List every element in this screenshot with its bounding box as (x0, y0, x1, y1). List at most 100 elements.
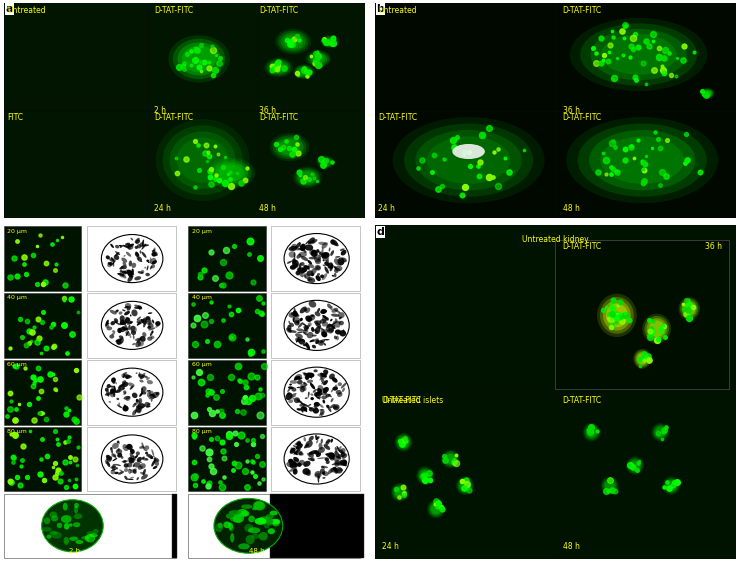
Ellipse shape (107, 323, 110, 324)
Ellipse shape (287, 261, 292, 264)
Ellipse shape (317, 308, 320, 312)
Ellipse shape (320, 376, 323, 380)
Ellipse shape (112, 381, 115, 384)
Ellipse shape (682, 301, 697, 317)
Ellipse shape (134, 403, 137, 405)
Ellipse shape (253, 501, 266, 510)
Ellipse shape (637, 353, 648, 364)
Ellipse shape (303, 343, 307, 346)
Ellipse shape (299, 243, 301, 245)
Text: 24 h: 24 h (382, 542, 399, 551)
Ellipse shape (122, 310, 126, 311)
Ellipse shape (340, 459, 347, 465)
Ellipse shape (315, 436, 320, 440)
Ellipse shape (146, 454, 149, 456)
Ellipse shape (107, 461, 110, 467)
Ellipse shape (118, 387, 121, 392)
Ellipse shape (289, 312, 295, 318)
Ellipse shape (110, 466, 115, 469)
Ellipse shape (141, 252, 147, 258)
Ellipse shape (329, 456, 334, 460)
Ellipse shape (146, 316, 151, 323)
Ellipse shape (293, 469, 297, 475)
Ellipse shape (118, 471, 124, 475)
Ellipse shape (138, 372, 141, 377)
Ellipse shape (325, 457, 329, 461)
Ellipse shape (309, 450, 317, 455)
Ellipse shape (138, 375, 142, 378)
Ellipse shape (340, 248, 345, 251)
Ellipse shape (150, 336, 155, 339)
Ellipse shape (303, 332, 308, 336)
Ellipse shape (337, 257, 344, 265)
Ellipse shape (323, 477, 326, 479)
Ellipse shape (587, 427, 596, 437)
Ellipse shape (105, 392, 112, 396)
Ellipse shape (266, 518, 273, 525)
Ellipse shape (404, 124, 533, 197)
Text: 24 h: 24 h (154, 204, 171, 213)
Ellipse shape (63, 502, 67, 510)
Ellipse shape (331, 327, 334, 332)
Ellipse shape (248, 515, 255, 522)
Ellipse shape (147, 454, 152, 459)
Ellipse shape (123, 391, 127, 393)
Ellipse shape (704, 90, 711, 96)
Ellipse shape (266, 59, 291, 76)
Ellipse shape (101, 368, 163, 416)
Ellipse shape (306, 373, 314, 378)
Ellipse shape (142, 239, 144, 246)
Ellipse shape (320, 158, 332, 167)
Ellipse shape (107, 455, 110, 461)
Ellipse shape (111, 377, 116, 383)
Ellipse shape (330, 439, 333, 443)
Ellipse shape (238, 543, 250, 550)
Ellipse shape (182, 46, 216, 72)
Ellipse shape (298, 377, 303, 380)
Ellipse shape (309, 314, 315, 320)
Ellipse shape (323, 380, 328, 385)
Ellipse shape (112, 454, 116, 457)
Ellipse shape (323, 471, 329, 476)
Text: 60 μm: 60 μm (192, 362, 212, 367)
Ellipse shape (130, 448, 135, 454)
Ellipse shape (138, 341, 144, 347)
Ellipse shape (215, 523, 223, 532)
Ellipse shape (152, 252, 157, 257)
Ellipse shape (323, 369, 329, 374)
Ellipse shape (101, 234, 163, 283)
Ellipse shape (50, 511, 57, 518)
Ellipse shape (126, 317, 129, 319)
Ellipse shape (127, 276, 133, 282)
Ellipse shape (297, 463, 301, 466)
Ellipse shape (338, 312, 345, 318)
Ellipse shape (141, 373, 146, 377)
Ellipse shape (142, 319, 147, 324)
Ellipse shape (121, 274, 127, 279)
Ellipse shape (293, 261, 297, 268)
Ellipse shape (332, 239, 333, 242)
Ellipse shape (333, 406, 338, 409)
Ellipse shape (330, 250, 334, 256)
Ellipse shape (318, 242, 327, 245)
Ellipse shape (148, 312, 152, 314)
Ellipse shape (295, 242, 300, 248)
Ellipse shape (342, 460, 347, 466)
Ellipse shape (145, 458, 149, 460)
FancyBboxPatch shape (4, 427, 81, 491)
Ellipse shape (124, 374, 130, 379)
Ellipse shape (135, 338, 142, 341)
Ellipse shape (75, 540, 84, 544)
Ellipse shape (649, 320, 665, 337)
Ellipse shape (124, 255, 126, 257)
Ellipse shape (132, 310, 138, 316)
Ellipse shape (143, 318, 147, 323)
Ellipse shape (50, 531, 58, 535)
Ellipse shape (113, 454, 117, 459)
Ellipse shape (168, 35, 230, 83)
Ellipse shape (291, 447, 295, 452)
Ellipse shape (272, 519, 280, 524)
Ellipse shape (319, 412, 323, 416)
Ellipse shape (305, 307, 310, 313)
Text: D-TAT-FITC: D-TAT-FITC (562, 396, 602, 405)
